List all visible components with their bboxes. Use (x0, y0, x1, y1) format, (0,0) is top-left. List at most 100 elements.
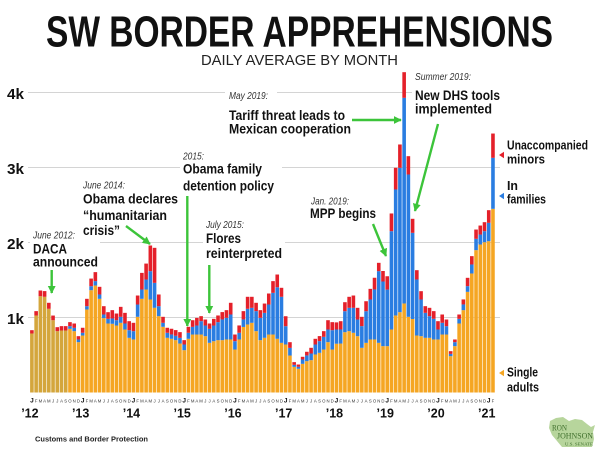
bar-segment-2020-07-in-families (461, 304, 466, 311)
annotation-arrow (371, 223, 388, 257)
bar-2016-04 (245, 296, 250, 393)
bar-segment-2012-01-single-adults (30, 333, 34, 393)
annotation-family-detention: 2015: Obama family detention policy (182, 152, 274, 327)
bar-2016-03 (241, 311, 246, 393)
bar-2020-10 (474, 229, 478, 393)
x-tick-month-label: J (284, 398, 288, 405)
bar-segment-2012-08-unaccompanied-minors (59, 326, 64, 331)
bar-2016-11 (275, 274, 280, 393)
bar-segment-2014-01-single-adults (131, 339, 136, 393)
bar-segment-2015-09-single-adults (216, 340, 220, 393)
x-tick-month-label: M (394, 399, 398, 404)
bar-segment-2015-08-unaccompanied-minors (211, 318, 216, 326)
bar-segment-2012-05-unaccompanied-minors (47, 302, 51, 309)
bar-segment-2015-04-in-families (195, 325, 199, 335)
bar-segment-2012-10-in-families (68, 326, 72, 329)
x-tick-month-label: D (128, 399, 131, 404)
bar-segment-2012-03-single-adults (38, 296, 43, 393)
senator-logo: RON JOHNSON U.S. SENATE (549, 417, 595, 447)
bar-segment-2012-06-unaccompanied-minors (51, 315, 55, 321)
x-tick-month-label: D (483, 399, 486, 404)
bar-2015-09 (216, 315, 220, 393)
bar-segment-2012-11-single-adults (72, 331, 76, 393)
bar-segment-2019-02-in-families (389, 231, 394, 330)
bar-segment-2016-11-single-adults (275, 338, 280, 393)
bar-segment-2017-06-unaccompanied-minors (305, 351, 309, 356)
bar-2015-10 (220, 312, 225, 393)
bar-2012-01 (30, 330, 34, 393)
x-tick-month-label: F (289, 399, 292, 404)
x-tick-month-label: O (68, 399, 72, 404)
annotation-daca: June 2012: DACA announced (32, 231, 98, 294)
bar-segment-2014-06-in-families (152, 282, 157, 308)
bar-segment-2014-02-unaccompanied-minors (135, 295, 140, 305)
knockout (225, 87, 277, 101)
bar-segment-2019-02-single-adults (389, 329, 394, 393)
bar-2013-06 (102, 306, 106, 393)
annotation-date: 2015: (182, 152, 204, 163)
x-tick-month-label: M (140, 399, 144, 404)
x-tick-month-label: J (132, 398, 136, 405)
bar-segment-2014-04-unaccompanied-minors (144, 263, 148, 280)
bar-segment-2018-05-unaccompanied-minors (351, 295, 356, 308)
bar-segment-2014-08-in-families (161, 322, 165, 327)
bar-segment-2012-09-unaccompanied-minors (63, 326, 68, 331)
x-tick-month-label: A (111, 399, 114, 404)
x-tick-month-label: J (208, 399, 210, 404)
bar-segment-2017-04-single-adults (296, 368, 301, 393)
bar-segment-2018-09-unaccompanied-minors (368, 288, 373, 300)
bar-segment-2015-09-unaccompanied-minors (216, 315, 220, 323)
bar-segment-2017-09-in-families (317, 341, 322, 353)
x-tick-month-label: J (81, 398, 85, 405)
knockout (412, 85, 502, 117)
bar-segment-2020-06-in-families (457, 318, 461, 324)
x-tick-month-label: N (326, 399, 329, 404)
x-tick-year-label: ’21 (478, 407, 495, 421)
legend-label: minors (507, 151, 545, 166)
bar-segment-2013-02-unaccompanied-minors (85, 298, 89, 307)
bar-segment-2019-12-unaccompanied-minors (431, 311, 436, 319)
x-tick-month-label: F (136, 399, 139, 404)
bar-segment-2019-07-unaccompanied-minors (410, 218, 415, 233)
bar-segment-2018-10-unaccompanied-minors (372, 277, 377, 290)
bar-segment-2017-08-in-families (313, 344, 318, 355)
bar-segment-2016-12-unaccompanied-minors (279, 287, 284, 297)
bar-2018-07 (360, 316, 364, 393)
bar-segment-2015-02-unaccompanied-minors (186, 326, 191, 333)
bar-segment-2013-05-single-adults (97, 298, 102, 393)
bar-2020-11 (478, 225, 483, 393)
bar-segment-2020-08-single-adults (465, 291, 470, 393)
x-tick-month-label: D (280, 399, 283, 404)
bar-segment-2013-03-single-adults (89, 290, 93, 393)
bar-segment-2016-04-in-families (245, 308, 250, 325)
bar-segment-2020-10-in-families (474, 238, 478, 251)
bar-segment-2012-07-unaccompanied-minors (55, 327, 60, 332)
bar-segment-2016-12-in-families (279, 296, 284, 343)
bar-segment-2013-02-in-families (85, 306, 89, 310)
annotation-text: crisis” (83, 222, 120, 238)
bar-segment-2013-10-single-adults (118, 322, 123, 393)
bar-segment-2014-10-single-adults (169, 338, 174, 393)
bar-segment-2013-11-unaccompanied-minors (123, 312, 127, 324)
bar-segment-2015-01-single-adults (182, 350, 186, 393)
legend-marker-triangle-icon (499, 192, 504, 200)
x-tick-month-label: J (310, 399, 312, 404)
bar-2015-01 (182, 340, 186, 393)
logo-name-line2: JOHNSON (557, 432, 593, 441)
x-tick-month-label: F (339, 399, 342, 404)
bar-segment-2015-10-in-families (220, 319, 225, 341)
x-tick-month-label: M (402, 399, 406, 404)
bar-segment-2015-07-single-adults (207, 342, 212, 393)
bar-segment-2020-02-in-families (440, 322, 445, 335)
bar-2014-12 (178, 332, 182, 393)
bar-segment-2014-07-single-adults (157, 316, 161, 393)
bar-segment-2013-08-in-families (110, 318, 115, 324)
x-tick-month-label: A (263, 399, 266, 404)
x-tick-month-label: O (424, 399, 428, 404)
bar-segment-2019-04-single-adults (398, 312, 402, 393)
bar-segment-2021-01-single-adults (486, 241, 491, 393)
x-tick-year-label: ’19 (377, 407, 394, 421)
bar-segment-2016-01-single-adults (233, 349, 237, 393)
y-tick-label-1k: 1k (7, 311, 25, 328)
x-tick-month-label: S (420, 399, 423, 404)
